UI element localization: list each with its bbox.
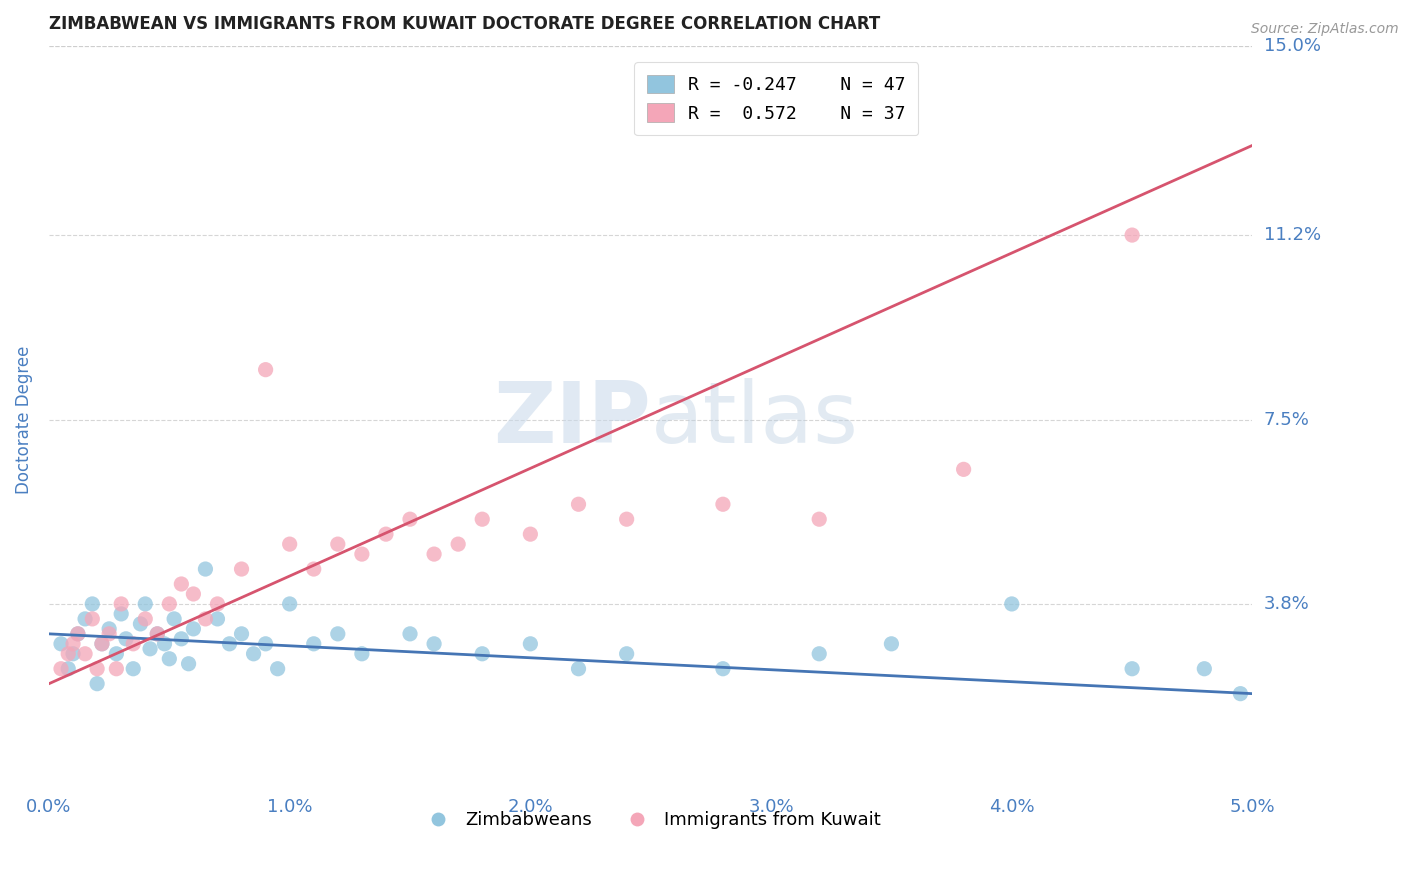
Point (75, 647, 97, 661)
Point (447, 537, 470, 551)
Point (519, 637, 541, 651)
Text: 15.0%: 15.0% (1264, 37, 1320, 54)
Text: 3.8%: 3.8% (1264, 595, 1309, 613)
Point (218, 637, 240, 651)
Point (302, 562, 325, 576)
Point (711, 662, 734, 676)
Point (1001, 597, 1024, 611)
Point (616, 647, 638, 661)
Point (66, 627, 89, 641)
Text: ZIMBABWEAN VS IMMIGRANTS FROM KUWAIT DOCTORATE DEGREE CORRELATION CHART: ZIMBABWEAN VS IMMIGRANTS FROM KUWAIT DOC… (49, 15, 880, 33)
Point (350, 547, 373, 561)
Point (567, 662, 589, 676)
Point (122, 662, 145, 676)
Point (115, 632, 138, 646)
Point (254, 637, 277, 651)
Point (110, 607, 132, 621)
Point (58, 647, 80, 661)
Point (326, 627, 349, 641)
Point (157, 652, 180, 666)
Point (207, 597, 229, 611)
Text: ZIP: ZIP (494, 378, 651, 461)
Point (75, 612, 97, 626)
Point (82, 597, 104, 611)
Point (326, 537, 349, 551)
Point (98, 627, 121, 641)
Point (170, 577, 193, 591)
Point (110, 597, 132, 611)
Text: 11.2%: 11.2% (1264, 226, 1320, 244)
Point (399, 627, 422, 641)
Point (567, 497, 589, 511)
Point (170, 632, 193, 646)
Point (471, 647, 494, 661)
Point (157, 597, 180, 611)
Point (952, 462, 974, 476)
Point (163, 612, 186, 626)
Point (423, 637, 446, 651)
Point (129, 616, 152, 631)
Point (302, 637, 325, 651)
Point (471, 512, 494, 526)
Point (86, 676, 108, 690)
Point (880, 637, 903, 651)
Text: atlas: atlas (651, 378, 859, 461)
Point (66, 627, 89, 641)
Text: 7.5%: 7.5% (1264, 410, 1309, 428)
Text: Source: ZipAtlas.com: Source: ZipAtlas.com (1251, 22, 1399, 37)
Point (519, 527, 541, 541)
Point (90, 637, 112, 651)
Point (1121, 228, 1143, 243)
Point (350, 647, 373, 661)
Y-axis label: Doctorate Degree: Doctorate Degree (15, 345, 32, 493)
Point (194, 562, 217, 576)
Point (146, 627, 169, 641)
Point (122, 637, 145, 651)
Point (278, 537, 301, 551)
Point (231, 562, 253, 576)
Point (90, 637, 112, 651)
Legend: Zimbabweans, Immigrants from Kuwait: Zimbabweans, Immigrants from Kuwait (413, 805, 889, 837)
Point (254, 362, 277, 376)
Point (194, 612, 217, 626)
Point (62, 647, 84, 661)
Point (808, 647, 831, 661)
Point (49, 637, 72, 651)
Point (616, 512, 638, 526)
Point (134, 597, 156, 611)
Point (139, 641, 162, 656)
Point (1194, 662, 1216, 676)
Point (183, 587, 205, 601)
Point (231, 627, 253, 641)
Point (146, 627, 169, 641)
Point (98, 622, 121, 636)
Point (423, 547, 446, 561)
Point (399, 512, 422, 526)
Point (266, 662, 288, 676)
Point (183, 622, 205, 636)
Point (1121, 662, 1143, 676)
Point (207, 612, 229, 626)
Point (134, 612, 156, 626)
Point (82, 612, 104, 626)
Point (105, 647, 128, 661)
Point (86, 662, 108, 676)
Point (49, 662, 72, 676)
Point (242, 647, 264, 661)
Point (808, 512, 831, 526)
Point (375, 527, 398, 541)
Point (1229, 687, 1251, 701)
Point (153, 637, 176, 651)
Point (58, 662, 80, 676)
Point (105, 662, 128, 676)
Point (177, 657, 200, 671)
Point (62, 637, 84, 651)
Point (711, 497, 734, 511)
Point (278, 597, 301, 611)
